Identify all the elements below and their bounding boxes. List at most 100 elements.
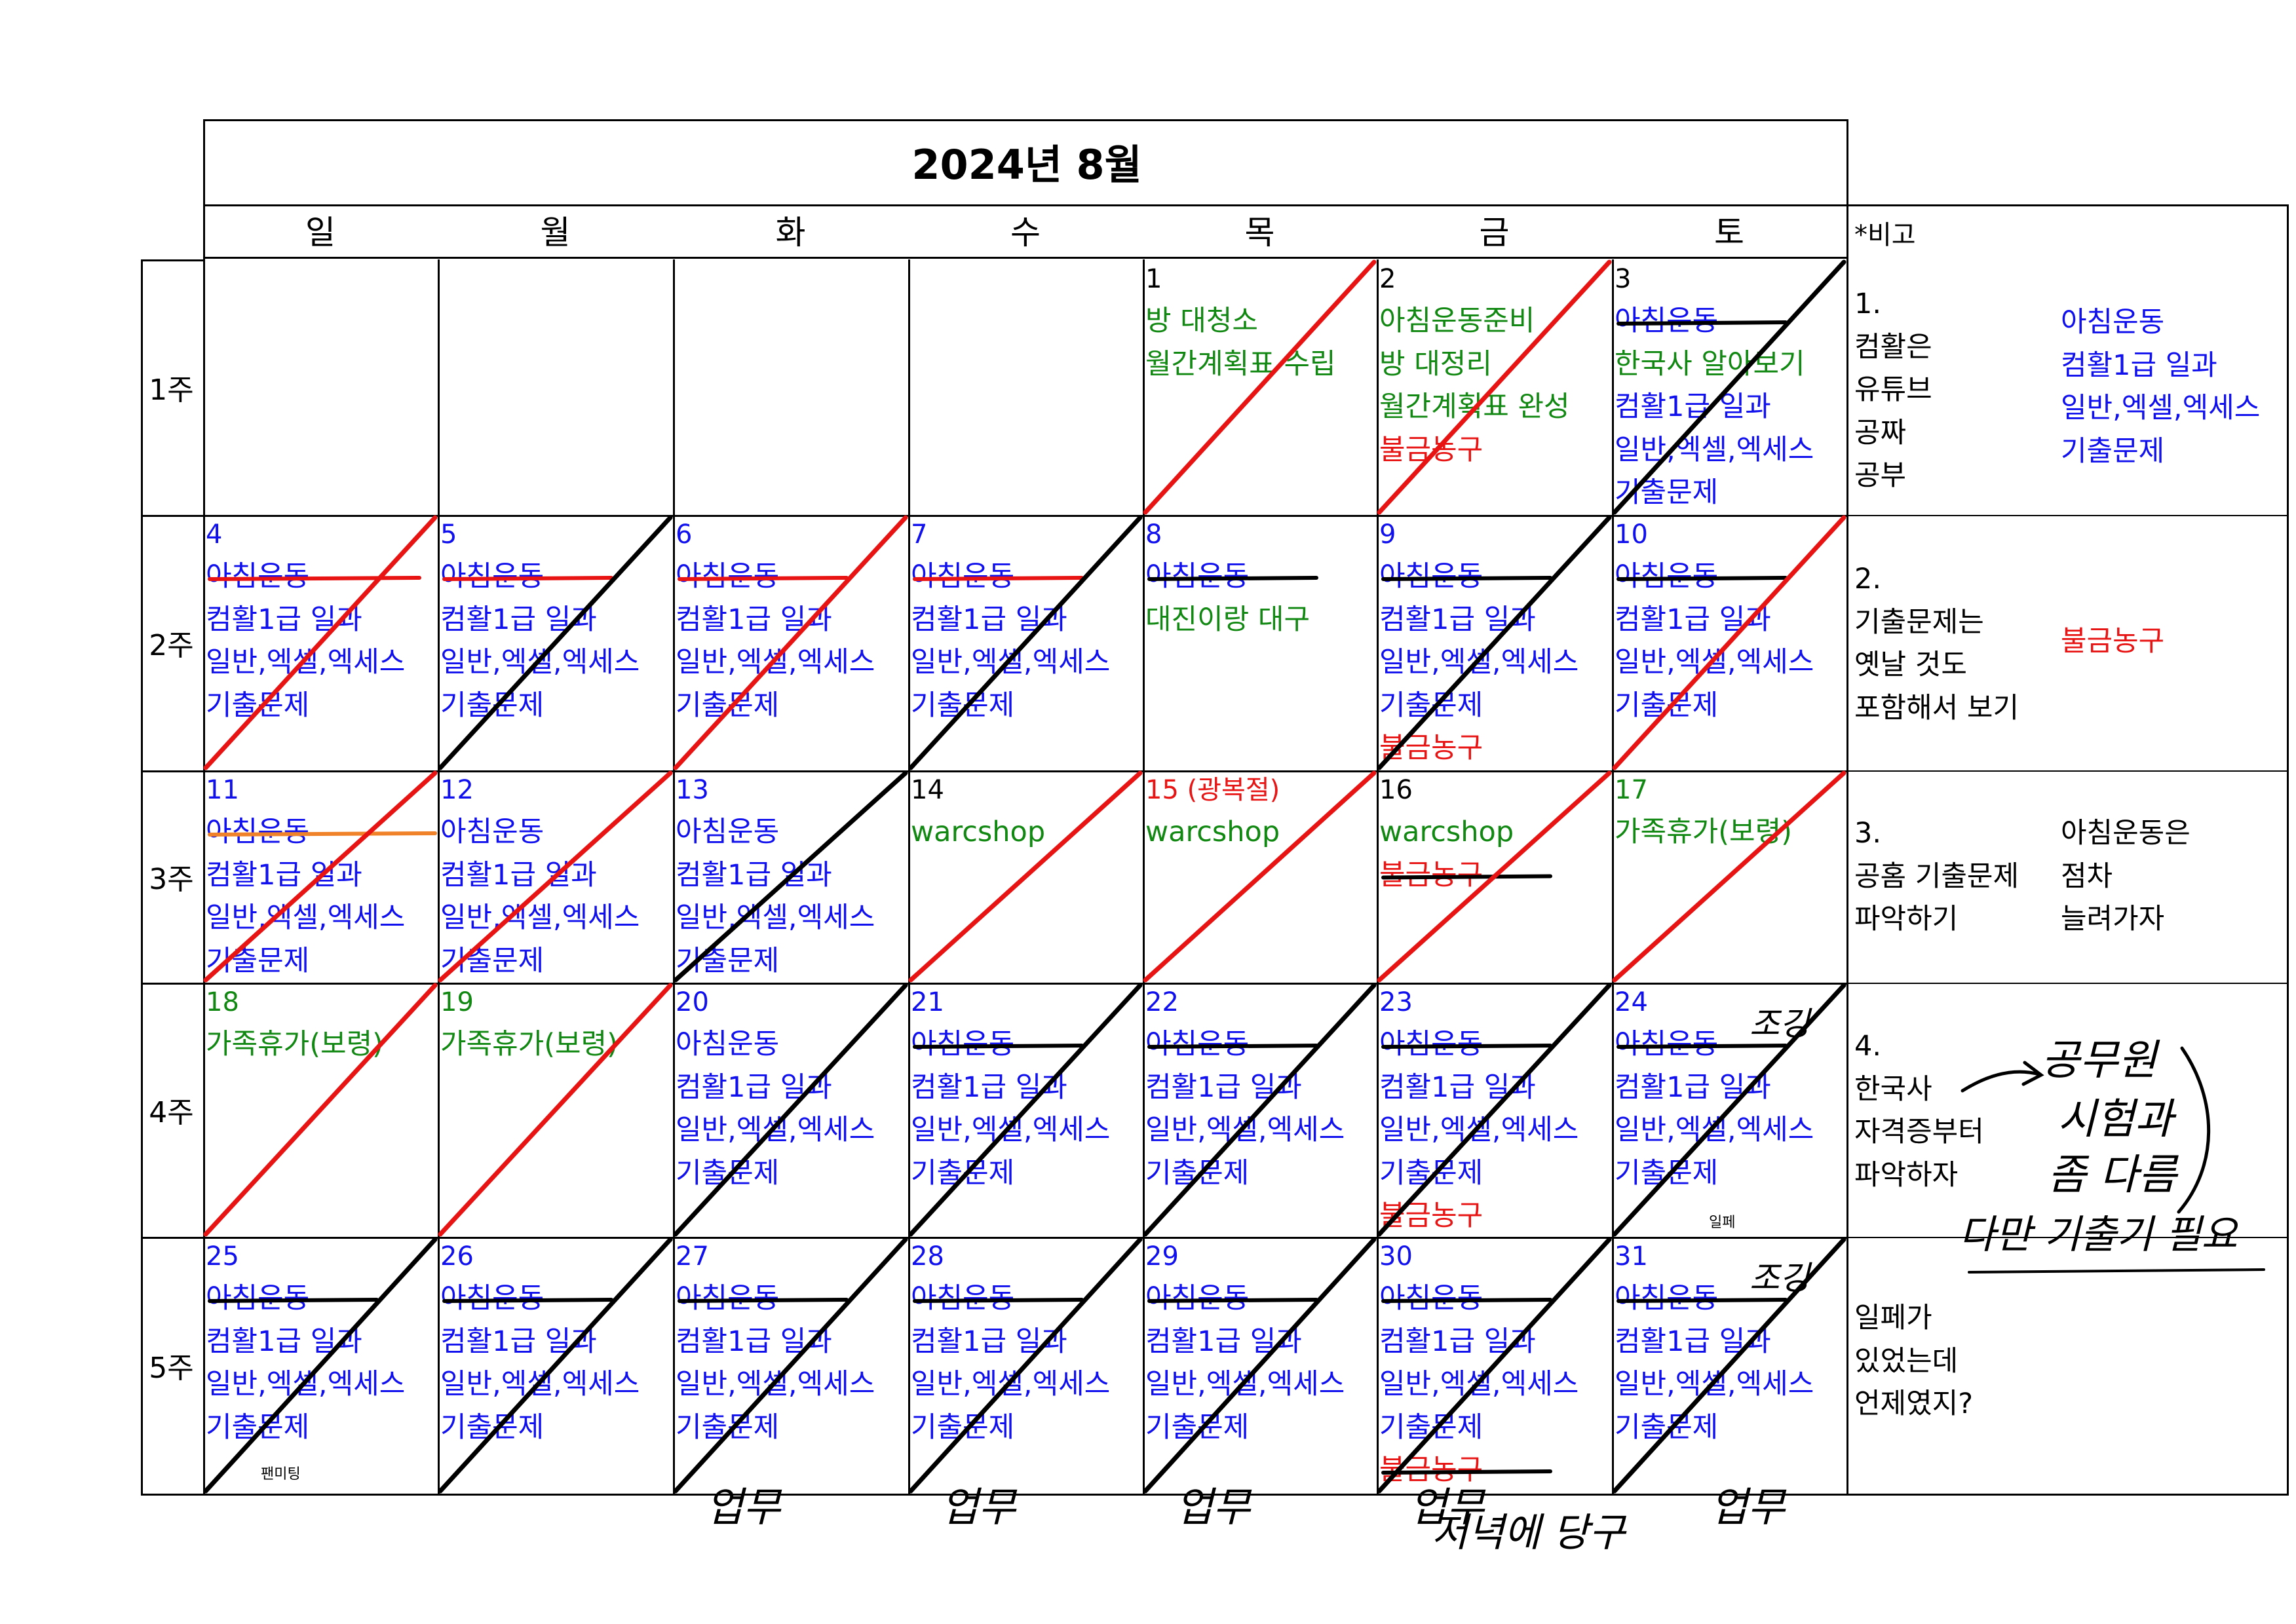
note-line: 기출문제는 [1854,605,1984,639]
task-item: 기출문제 [1145,1410,1250,1444]
grid-line [2287,204,2289,1494]
date-number: 8 [1145,519,1162,550]
day-cell[interactable]: 15 (광복절) warcshop [1143,770,1377,983]
note-line: 아침운동 [2061,306,2165,339]
day-cell[interactable] [203,259,438,515]
task-item: 기출문제 [1379,1156,1483,1190]
day-cell[interactable]: 24 아침운동 컴활1급 일과 일반,엑셀,엑세스 기출문제 일페 [1612,983,1846,1237]
day-cell[interactable]: 9 아침운동 컴활1급 일과 일반,엑셀,엑세스 기출문제 불금농구 [1377,515,1612,770]
day-cell[interactable]: 2 아침운동준비 방 대정리 월간계획표 완성 불금농구 [1377,259,1612,515]
day-cell[interactable]: 30 아침운동 컴활1급 일과 일반,엑셀,엑세스 기출문제 불금농구 [1377,1237,1612,1494]
task-item: 컴활1급 일과 [676,1070,832,1104]
date-number: 31 [1615,1241,1648,1272]
task-item: 아침운동 [440,816,545,848]
task-item: 컴활1급 일과 [440,603,597,636]
task-item: 방 대정리 [1379,347,1492,381]
grid-line [1846,119,1848,1494]
date-number: 27 [676,1241,709,1272]
note-line: 2. [1854,563,1882,595]
date-number: 24 [1615,987,1648,1017]
task-item: 기출문제 [1615,689,1719,722]
day-cell[interactable]: 14 warcshop [908,770,1143,983]
bracket-icon [2177,1046,2211,1214]
day-cell[interactable]: 28 아침운동 컴활1급 일과 일반,엑셀,엑세스 기출문제 [908,1237,1143,1494]
day-cell[interactable]: 29 아침운동 컴활1급 일과 일반,엑셀,엑세스 기출문제 [1143,1237,1377,1494]
day-header: 수 [1010,214,1041,252]
task-item: 아침운동 [440,1282,545,1315]
task-item: 아침운동 [676,1282,780,1315]
day-cell[interactable]: 17 가족휴가(보령) [1612,770,1846,983]
note-column: 아침운동 컴활1급 일과 일반,엑셀,엑세스 기출문제 [2061,301,2260,473]
day-cell[interactable]: 26 아침운동 컴활1급 일과 일반,엑셀,엑세스 기출문제 [438,1237,673,1494]
note-column: 1. 컴활은 유튜브 공짜 공부 [1854,283,1932,498]
task-item: 일반,엑셀,엑세스 [911,646,1111,679]
date-number: 5 [440,519,457,550]
task-item: 일반,엑셀,엑세스 [1615,646,1814,679]
day-cell[interactable]: 5 아침운동 컴활1급 일과 일반,엑셀,엑세스 기출문제 [438,515,673,770]
day-header: 금 [1479,214,1510,252]
note-line: 점차 [2061,859,2113,893]
date-number: 4 [206,519,223,550]
day-cell[interactable]: 6 아침운동 컴활1급 일과 일반,엑셀,엑세스 기출문제 [673,515,908,770]
task-item: 기출문제 [1615,1410,1719,1444]
day-cell[interactable]: 22 아침운동 컴활1급 일과 일반,엑셀,엑세스 기출문제 [1143,983,1377,1237]
task-item: 기출문제 [911,689,1015,722]
date-number: 21 [911,987,944,1017]
day-cell[interactable]: 3 아침운동 한국사 알아보기 컴활1급 일과 일반,엑셀,엑세스 기출문제 [1612,259,1846,515]
task-item: 기출문제 [440,689,545,722]
task-item: 불금농구 [1379,732,1483,765]
task-list: 아침운동 컴활1급 일과 일반,엑셀,엑세스 기출문제 [206,811,405,983]
task-item: 아침운동 [1615,305,1719,337]
date-number: 15 (광복절) [1145,775,1280,805]
task-item: 컴활1급 일과 [206,603,362,636]
day-cell[interactable]: 7 아침운동 컴활1급 일과 일반,엑셀,엑세스 기출문제 [908,515,1143,770]
note-line: 컴활1급 일과 [2061,349,2217,382]
note-line: 자격증부터 [1854,1116,1984,1148]
task-item: 아침운동 [206,816,310,848]
task-item: 아침운동 [911,1282,1015,1315]
date-number: 19 [440,987,474,1017]
task-list: 아침운동 컴활1급 일과 일반,엑셀,엑세스 기출문제 [1615,1023,1814,1195]
task-item: 일반,엑셀,엑세스 [440,901,640,934]
date-number: 10 [1615,519,1648,550]
day-cell[interactable] [673,259,908,515]
day-cell[interactable]: 12 아침운동 컴활1급 일과 일반,엑셀,엑세스 기출문제 [438,770,673,983]
day-cell[interactable]: 23 아침운동 컴활1급 일과 일반,엑셀,엑세스 기출문제 불금농구 [1377,983,1612,1237]
task-item: 아침운동 [206,1282,310,1315]
task-list: 아침운동 컴활1급 일과 일반,엑셀,엑세스 기출문제 불금농구 [1379,1277,1578,1492]
day-cell[interactable] [908,259,1143,515]
task-item: 기출문제 [206,1410,310,1444]
task-item: 컴활1급 일과 [676,858,832,892]
task-item: 일반,엑셀,엑세스 [676,1368,875,1401]
day-cell[interactable]: 27 아침운동 컴활1급 일과 일반,엑셀,엑세스 기출문제 [673,1237,908,1494]
day-cell[interactable]: 31 아침운동 컴활1급 일과 일반,엑셀,엑세스 기출문제 [1612,1237,1846,1494]
task-list: 아침운동 컴활1급 일과 일반,엑셀,엑세스 기출문제 [911,556,1110,727]
day-cell[interactable]: 11 아침운동 컴활1급 일과 일반,엑셀,엑세스 기출문제 [203,770,438,983]
day-cell[interactable] [438,259,673,515]
task-item: 기출문제 [676,689,780,722]
note-line: 늘려가자 [2061,903,2165,935]
task-list: 아침운동 컴활1급 일과 일반,엑셀,엑세스 기출문제 [676,1023,875,1195]
day-cell[interactable]: 18 가족휴가(보령) [203,983,438,1237]
note-line: 1. [1854,288,1882,320]
task-item: warcshop [1145,816,1280,848]
task-item: 기출문제 [1145,1156,1250,1190]
day-cell[interactable]: 21 아침운동 컴활1급 일과 일반,엑셀,엑세스 기출문제 [908,983,1143,1237]
day-cell[interactable]: 8 아침운동 대진이랑 대구 [1143,515,1377,770]
task-item: 컴활1급 일과 [911,1325,1067,1358]
day-cell[interactable]: 19 가족휴가(보령) [438,983,673,1237]
task-item: 아침운동 [1379,560,1483,593]
task-item: 불금농구 [1379,433,1483,466]
day-cell[interactable]: 16 warcshop 불금농구 [1377,770,1612,983]
day-cell[interactable]: 20 아침운동 컴활1급 일과 일반,엑셀,엑세스 기출문제 [673,983,908,1237]
day-cell[interactable]: 13 아침운동 컴활1급 일과 일반,엑셀,엑세스 기출문제 [673,770,908,983]
grid-line [203,257,1846,259]
note-line: 공짜 [1854,416,1907,449]
task-list: 아침운동 컴활1급 일과 일반,엑셀,엑세스 기출문제 [440,1277,640,1449]
day-cell[interactable]: 10 아침운동 컴활1급 일과 일반,엑셀,엑세스 기출문제 [1612,515,1846,770]
day-cell[interactable]: 1 방 대청소 월간계획표 수립 [1143,259,1377,515]
day-cell[interactable]: 25 아침운동 컴활1급 일과 일반,엑셀,엑세스 기출문제 팬미팅 [203,1237,438,1494]
day-cell[interactable]: 4 아침운동 컴활1급 일과 일반,엑셀,엑세스 기출문제 [203,515,438,770]
task-list: warcshop [911,811,1045,854]
calendar-title: 2024년 8월 [911,141,1142,189]
